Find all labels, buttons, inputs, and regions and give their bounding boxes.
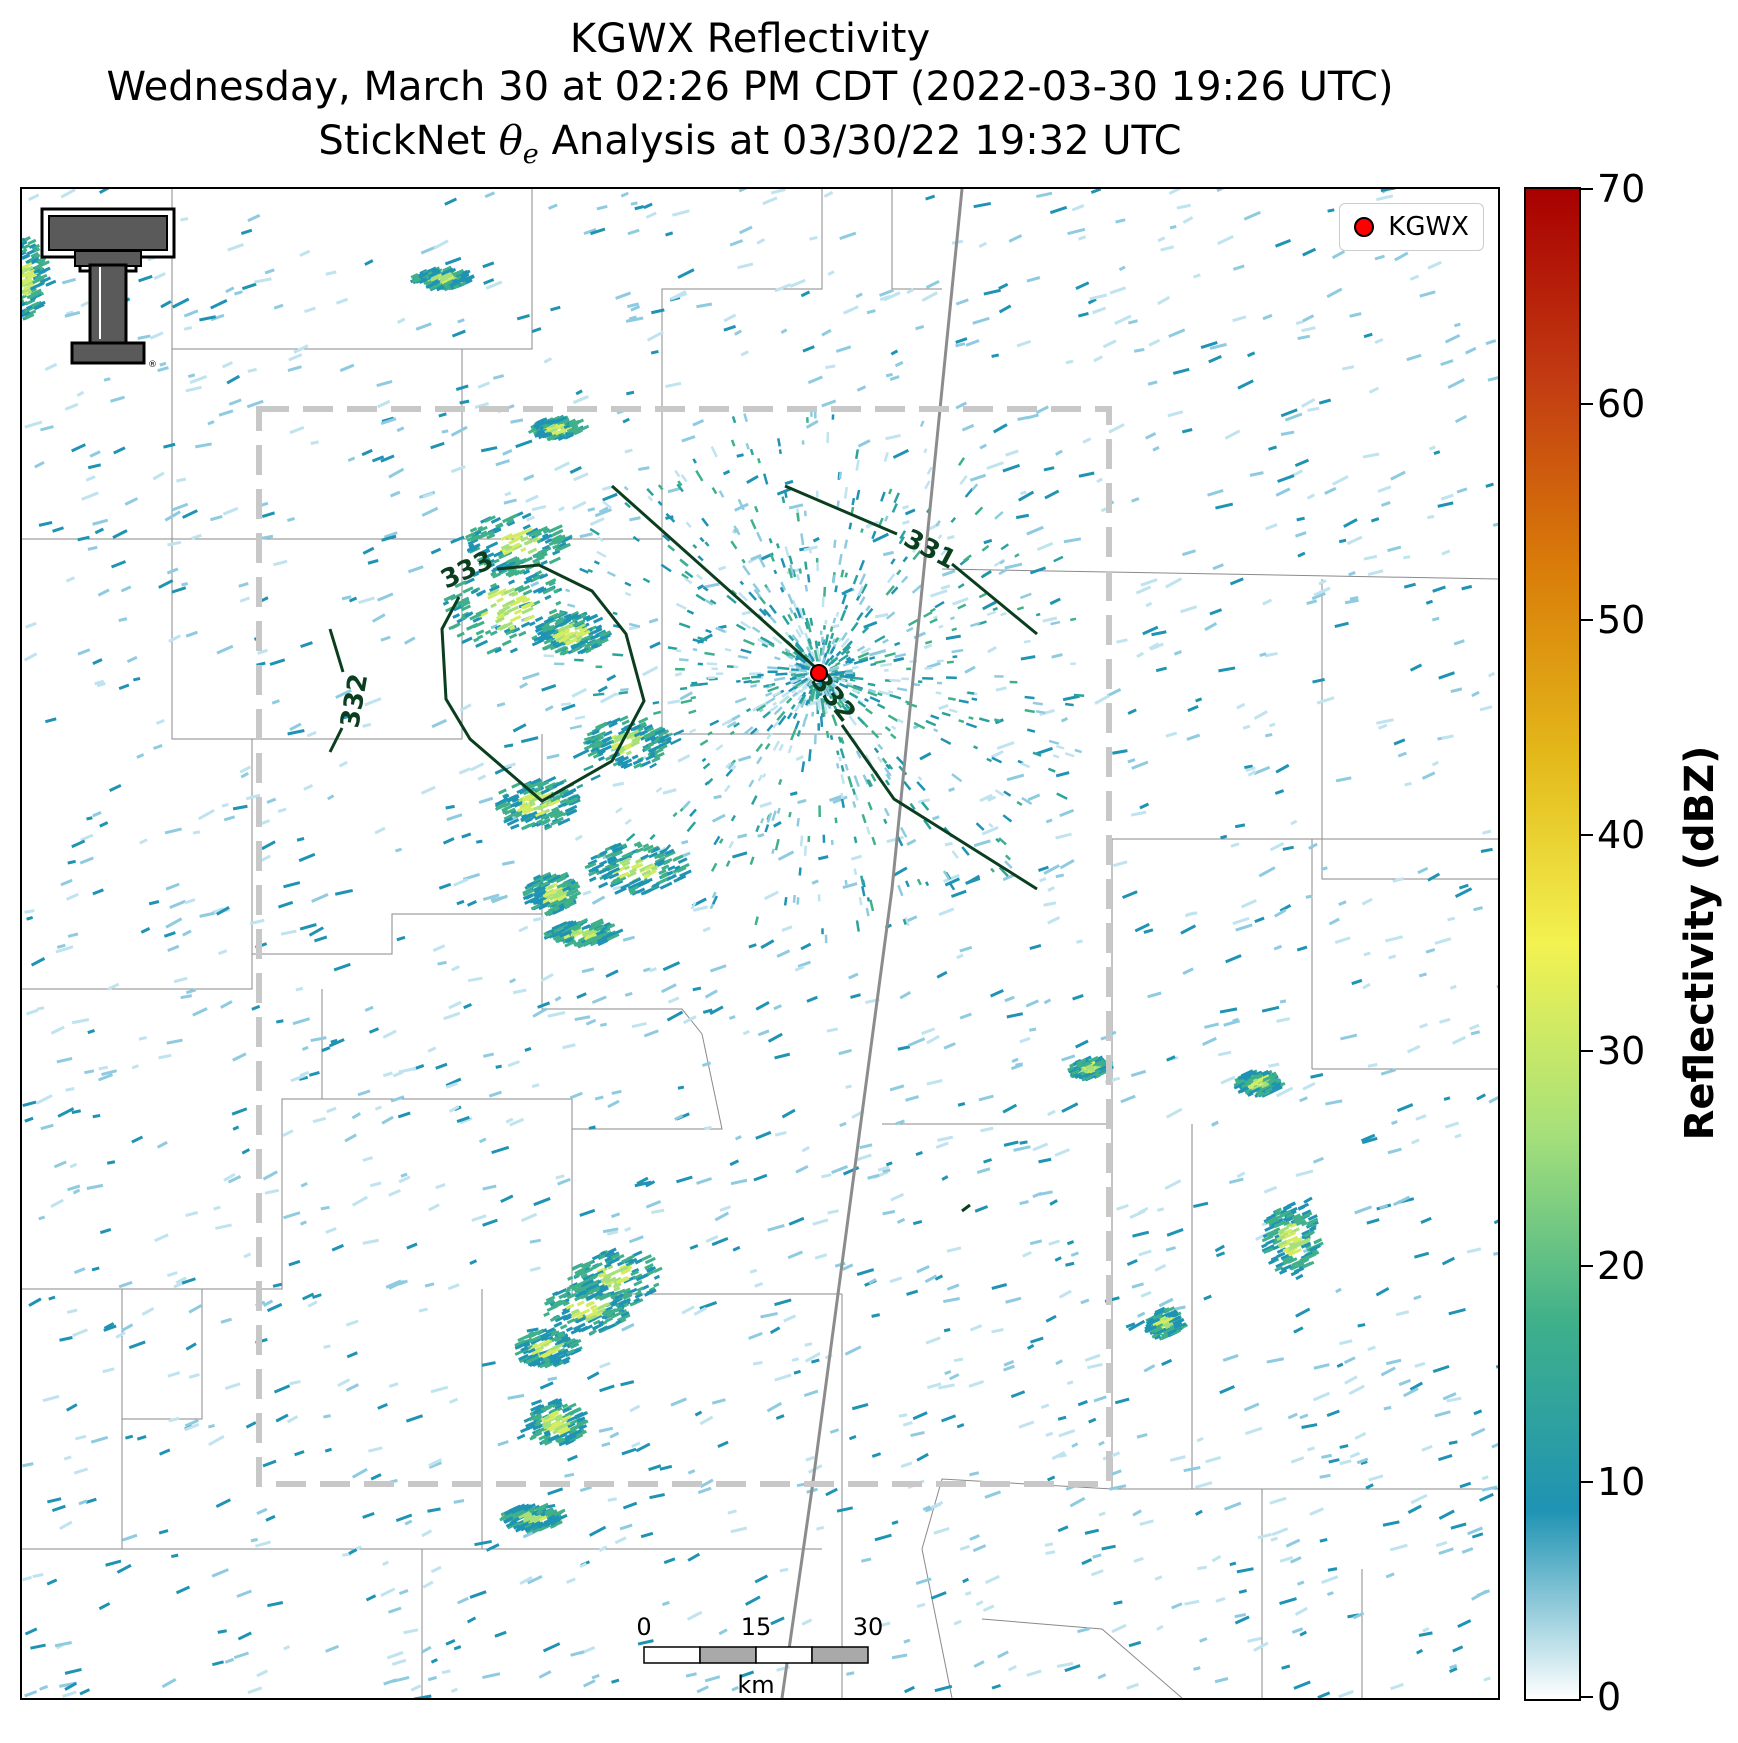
- colorbar-label: Reflectivity (dBZ): [1677, 745, 1723, 1141]
- colorbar-tick-mark: [1579, 1480, 1593, 1483]
- colorbar-tick-label: 10: [1597, 1459, 1646, 1504]
- contour-label-331: 331: [899, 524, 961, 576]
- theta-subscript: e: [522, 139, 539, 170]
- contour-331: [784, 484, 898, 536]
- colorbar-tick-mark: [1579, 1265, 1593, 1268]
- scale-tick-15: 15: [741, 1613, 772, 1641]
- colorbar-tick-label: 60: [1597, 382, 1646, 427]
- theta-symbol: θ: [498, 118, 523, 164]
- kgwx-marker-swatch: [1354, 217, 1375, 237]
- colorbar-tick-mark: [1579, 834, 1593, 837]
- contour-332-west-lower: [328, 727, 344, 753]
- logo-registered-mark: ®: [148, 360, 157, 370]
- county-boundaries: [22, 189, 1498, 1698]
- colorbar-tick-mark: [1579, 1696, 1593, 1698]
- scale-tick-30: 30: [853, 1613, 884, 1641]
- contour-fragment: [961, 1203, 971, 1213]
- chart-subtitle-time: Wednesday, March 30 at 02:26 PM CDT (202…: [106, 64, 1394, 110]
- colorbar-tick-mark: [1579, 403, 1593, 406]
- radar-map[interactable]: 333 332 332 331 ® KGWX 0 15 30: [20, 187, 1500, 1700]
- contour-333: [440, 563, 646, 803]
- map-legend: KGWX: [1339, 203, 1484, 251]
- scale-tick-0: 0: [636, 1613, 651, 1641]
- legend-label: KGWX: [1388, 212, 1469, 242]
- contour-label-332-west: 332: [335, 672, 374, 731]
- colorbar-tick-mark: [1579, 1049, 1593, 1052]
- highway-line: [780, 189, 964, 1698]
- scale-unit: km: [737, 1671, 774, 1699]
- contour-332-west: [328, 628, 345, 673]
- analysis-domain-box: [256, 406, 1112, 1487]
- colorbar-tick-label: 50: [1597, 597, 1646, 642]
- kgwx-radar-marker: [810, 664, 828, 682]
- contour-332-central-lower: [840, 724, 1038, 891]
- contour-label-333: 333: [436, 545, 498, 595]
- map-canvas: 333 332 332 331: [22, 189, 1498, 1698]
- analysis-prefix: StickNet: [318, 118, 486, 164]
- chart-title: KGWX Reflectivity: [569, 16, 931, 62]
- scale-bar: 0 15 30 km: [632, 1609, 942, 1699]
- analysis-suffix: Analysis at 03/30/22 19:32 UTC: [551, 118, 1182, 164]
- colorbar-tick-label: 30: [1597, 1028, 1646, 1073]
- colorbar: [1524, 187, 1581, 1701]
- contour-331-lower: [951, 562, 1038, 636]
- colorbar-tick-label: 40: [1597, 813, 1646, 858]
- colorbar-tick-label: 0: [1597, 1675, 1622, 1719]
- colorbar-tick-mark: [1579, 188, 1593, 190]
- colorbar-tick-label: 20: [1597, 1244, 1646, 1289]
- colorbar-tick-label: 70: [1597, 167, 1646, 211]
- chart-subtitle-analysis: StickNet θe Analysis at 03/30/22 19:32 U…: [0, 117, 1500, 179]
- theta-e-contours: [328, 484, 1038, 1213]
- double-t-icon: ®: [40, 207, 176, 370]
- contour-332-central: [611, 484, 816, 669]
- reflectivity-echoes: [22, 189, 1498, 1698]
- colorbar-tick-mark: [1579, 618, 1593, 621]
